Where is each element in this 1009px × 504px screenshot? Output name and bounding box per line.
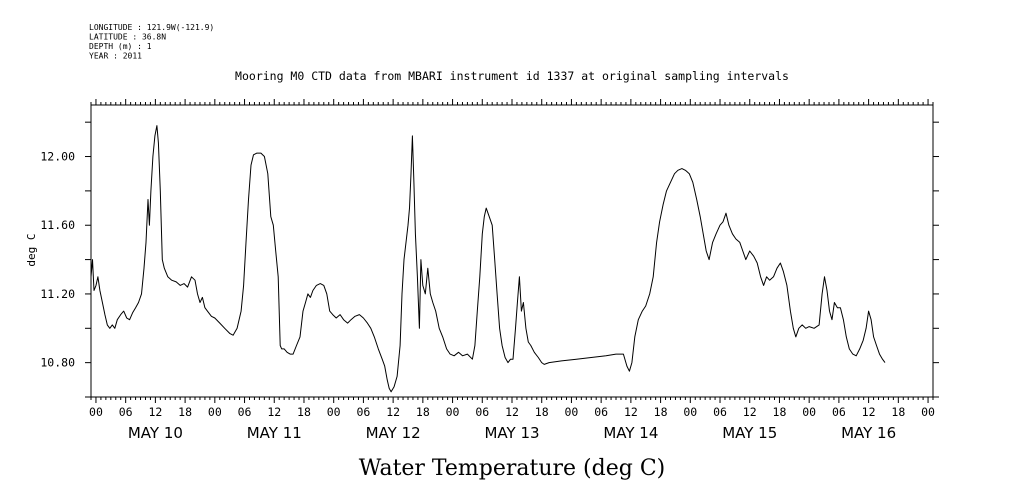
x-tick-label: 06 — [713, 405, 727, 419]
x-tick-label: 12 — [624, 405, 638, 419]
x-tick-label: 00 — [89, 405, 103, 419]
x-tick-label: 12 — [386, 405, 400, 419]
meta-latitude: LATITUDE : 36.8N — [89, 33, 166, 42]
y-tick-label: 10.80 — [40, 356, 75, 370]
x-tick-label: 18 — [297, 405, 311, 419]
x-tick-label: 12 — [505, 405, 519, 419]
x-tick-label: 12 — [267, 405, 281, 419]
x-tick-label: 06 — [594, 405, 608, 419]
x-day-label: MAY 16 — [841, 424, 896, 442]
chart-title: Mooring M0 CTD data from MBARI instrumen… — [235, 69, 789, 83]
x-tick-label: 12 — [148, 405, 162, 419]
x-tick-label: 06 — [475, 405, 489, 419]
y-tick-label: 12.00 — [40, 150, 75, 164]
x-tick-label: 06 — [119, 405, 133, 419]
x-tick-label: 18 — [891, 405, 905, 419]
x-day-label: MAY 12 — [366, 424, 421, 442]
plot-frame — [90, 104, 934, 398]
y-tick-label: 11.20 — [40, 287, 75, 301]
x-tick-label: 00 — [921, 405, 935, 419]
x-tick-label: 12 — [862, 405, 876, 419]
y-axis-label: deg C — [25, 233, 38, 266]
x-tick-label: 00 — [327, 405, 341, 419]
x-day-label: MAY 11 — [247, 424, 302, 442]
x-tick-label: 18 — [416, 405, 430, 419]
x-tick-label: 00 — [683, 405, 697, 419]
x-tick-label: 00 — [446, 405, 460, 419]
x-day-label: MAY 14 — [603, 424, 658, 442]
x-axis-label: Water Temperature (deg C) — [359, 456, 666, 481]
x-day-label: MAY 13 — [484, 424, 539, 442]
x-tick-label: 12 — [743, 405, 757, 419]
x-tick-label: 18 — [178, 405, 192, 419]
x-tick-label: 06 — [832, 405, 846, 419]
x-day-label: MAY 10 — [128, 424, 183, 442]
series-layer — [90, 125, 886, 393]
y-ticks: 10.80 11.20 11.60 12.00 — [40, 121, 939, 398]
x-tick-label: 06 — [356, 405, 370, 419]
meta-year: YEAR : 2011 — [89, 52, 142, 61]
x-ticks: 00 06 12 18 00 06 12 18 00 06 12 18 00 06 12 18 00 06 12 18… — [89, 99, 935, 442]
meta-longitude: LONGITUDE : 121.9W(-121.9) — [89, 23, 214, 32]
x-tick-label: 00 — [208, 405, 222, 419]
x-tick-label: 06 — [238, 405, 252, 419]
x-tick-label: 00 — [565, 405, 579, 419]
x-tick-label: 18 — [773, 405, 787, 419]
x-day-label: MAY 15 — [722, 424, 777, 442]
y-tick-label: 11.60 — [40, 218, 75, 232]
metadata-block: LONGITUDE : 121.9W(-121.9) LATITUDE : 36… — [89, 23, 214, 61]
series-line-water-temperature — [90, 125, 886, 393]
x-tick-label: 18 — [654, 405, 668, 419]
x-tick-label: 18 — [535, 405, 549, 419]
meta-depth: DEPTH (m) : 1 — [89, 42, 152, 51]
x-tick-label: 00 — [802, 405, 816, 419]
